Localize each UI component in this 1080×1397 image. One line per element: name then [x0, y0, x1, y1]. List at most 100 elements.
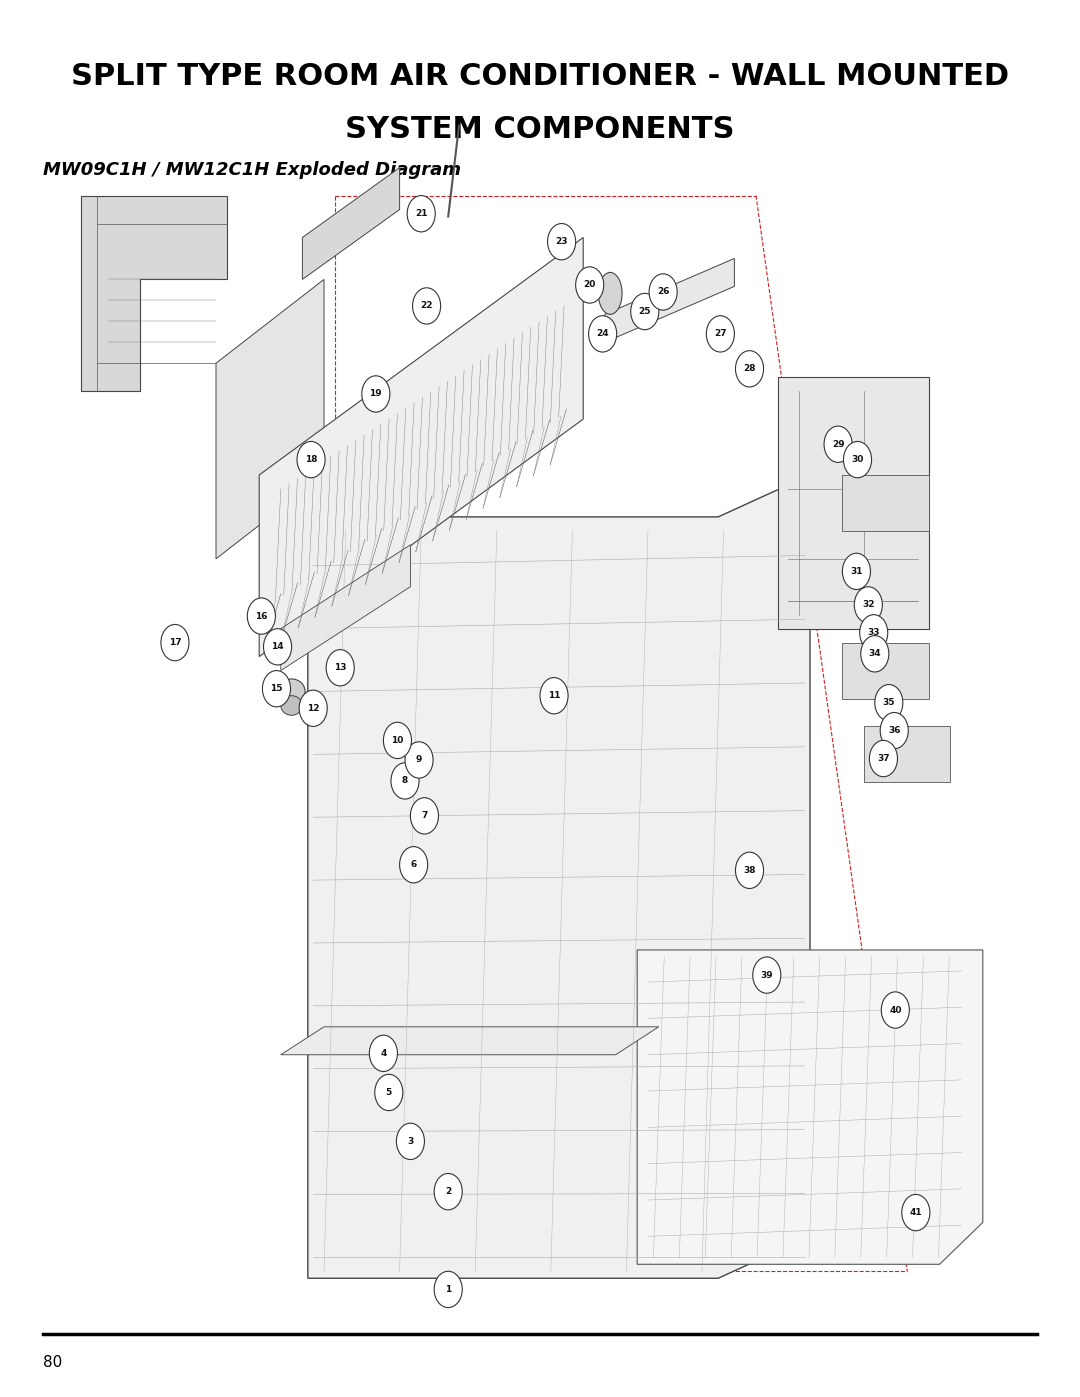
Text: 5: 5	[386, 1088, 392, 1097]
Polygon shape	[216, 279, 324, 559]
Text: 3: 3	[407, 1137, 414, 1146]
Text: 16: 16	[255, 612, 268, 620]
Circle shape	[875, 685, 903, 721]
Text: 19: 19	[369, 390, 382, 398]
Text: 15: 15	[270, 685, 283, 693]
Circle shape	[375, 1074, 403, 1111]
Circle shape	[540, 678, 568, 714]
Polygon shape	[842, 643, 929, 698]
Text: 40: 40	[889, 1006, 902, 1014]
Text: 32: 32	[862, 601, 875, 609]
Text: 39: 39	[760, 971, 773, 979]
Polygon shape	[842, 475, 929, 531]
Text: 18: 18	[305, 455, 318, 464]
Text: 37: 37	[877, 754, 890, 763]
Text: 30: 30	[851, 455, 864, 464]
Text: 23: 23	[555, 237, 568, 246]
Circle shape	[434, 1271, 462, 1308]
Text: 22: 22	[420, 302, 433, 310]
Text: 38: 38	[743, 866, 756, 875]
Circle shape	[247, 598, 275, 634]
Text: 26: 26	[657, 288, 670, 296]
Circle shape	[861, 636, 889, 672]
Circle shape	[405, 742, 433, 778]
Circle shape	[589, 316, 617, 352]
Text: 24: 24	[596, 330, 609, 338]
Text: 21: 21	[415, 210, 428, 218]
Text: 12: 12	[307, 704, 320, 712]
Circle shape	[369, 1035, 397, 1071]
Circle shape	[860, 615, 888, 651]
Circle shape	[391, 763, 419, 799]
Circle shape	[434, 1173, 462, 1210]
Text: 11: 11	[548, 692, 561, 700]
Text: 20: 20	[583, 281, 596, 289]
Text: 36: 36	[888, 726, 901, 735]
Text: 17: 17	[168, 638, 181, 647]
Polygon shape	[281, 545, 410, 671]
Text: 28: 28	[743, 365, 756, 373]
Text: 2: 2	[445, 1187, 451, 1196]
Text: 10: 10	[391, 736, 404, 745]
Text: 29: 29	[832, 440, 845, 448]
Circle shape	[824, 426, 852, 462]
Circle shape	[854, 587, 882, 623]
Circle shape	[843, 441, 872, 478]
Text: 25: 25	[638, 307, 651, 316]
Polygon shape	[259, 237, 583, 657]
Circle shape	[902, 1194, 930, 1231]
Text: 27: 27	[714, 330, 727, 338]
Circle shape	[548, 224, 576, 260]
Circle shape	[842, 553, 870, 590]
Text: 35: 35	[882, 698, 895, 707]
Ellipse shape	[279, 679, 306, 704]
Text: 7: 7	[421, 812, 428, 820]
Circle shape	[383, 722, 411, 759]
Text: 8: 8	[402, 777, 408, 785]
Text: 13: 13	[334, 664, 347, 672]
Circle shape	[706, 316, 734, 352]
Text: MW09C1H / MW12C1H Exploded Diagram: MW09C1H / MW12C1H Exploded Diagram	[43, 162, 461, 179]
Ellipse shape	[281, 696, 302, 715]
Polygon shape	[864, 726, 950, 782]
Text: 6: 6	[410, 861, 417, 869]
Circle shape	[297, 441, 325, 478]
Polygon shape	[778, 377, 929, 629]
Circle shape	[880, 712, 908, 749]
Circle shape	[735, 852, 764, 888]
Circle shape	[407, 196, 435, 232]
Text: 9: 9	[416, 756, 422, 764]
Circle shape	[400, 847, 428, 883]
Text: 4: 4	[380, 1049, 387, 1058]
Polygon shape	[281, 1027, 659, 1055]
Text: 41: 41	[909, 1208, 922, 1217]
Text: 80: 80	[43, 1355, 63, 1369]
Polygon shape	[605, 258, 734, 342]
Polygon shape	[637, 950, 983, 1264]
Ellipse shape	[598, 272, 622, 314]
Circle shape	[631, 293, 659, 330]
Polygon shape	[308, 475, 810, 1278]
Circle shape	[753, 957, 781, 993]
Circle shape	[161, 624, 189, 661]
Circle shape	[299, 690, 327, 726]
Circle shape	[649, 274, 677, 310]
Text: SYSTEM COMPONENTS: SYSTEM COMPONENTS	[346, 116, 734, 144]
Circle shape	[735, 351, 764, 387]
Circle shape	[264, 629, 292, 665]
Polygon shape	[302, 168, 400, 279]
Circle shape	[576, 267, 604, 303]
Circle shape	[410, 798, 438, 834]
Circle shape	[262, 671, 291, 707]
Circle shape	[362, 376, 390, 412]
Text: SPLIT TYPE ROOM AIR CONDITIONER - WALL MOUNTED: SPLIT TYPE ROOM AIR CONDITIONER - WALL M…	[71, 63, 1009, 91]
Circle shape	[326, 650, 354, 686]
Circle shape	[881, 992, 909, 1028]
Text: 1: 1	[445, 1285, 451, 1294]
Polygon shape	[81, 196, 227, 391]
Circle shape	[396, 1123, 424, 1160]
Text: 31: 31	[850, 567, 863, 576]
Text: 34: 34	[868, 650, 881, 658]
Text: 14: 14	[271, 643, 284, 651]
Circle shape	[869, 740, 897, 777]
